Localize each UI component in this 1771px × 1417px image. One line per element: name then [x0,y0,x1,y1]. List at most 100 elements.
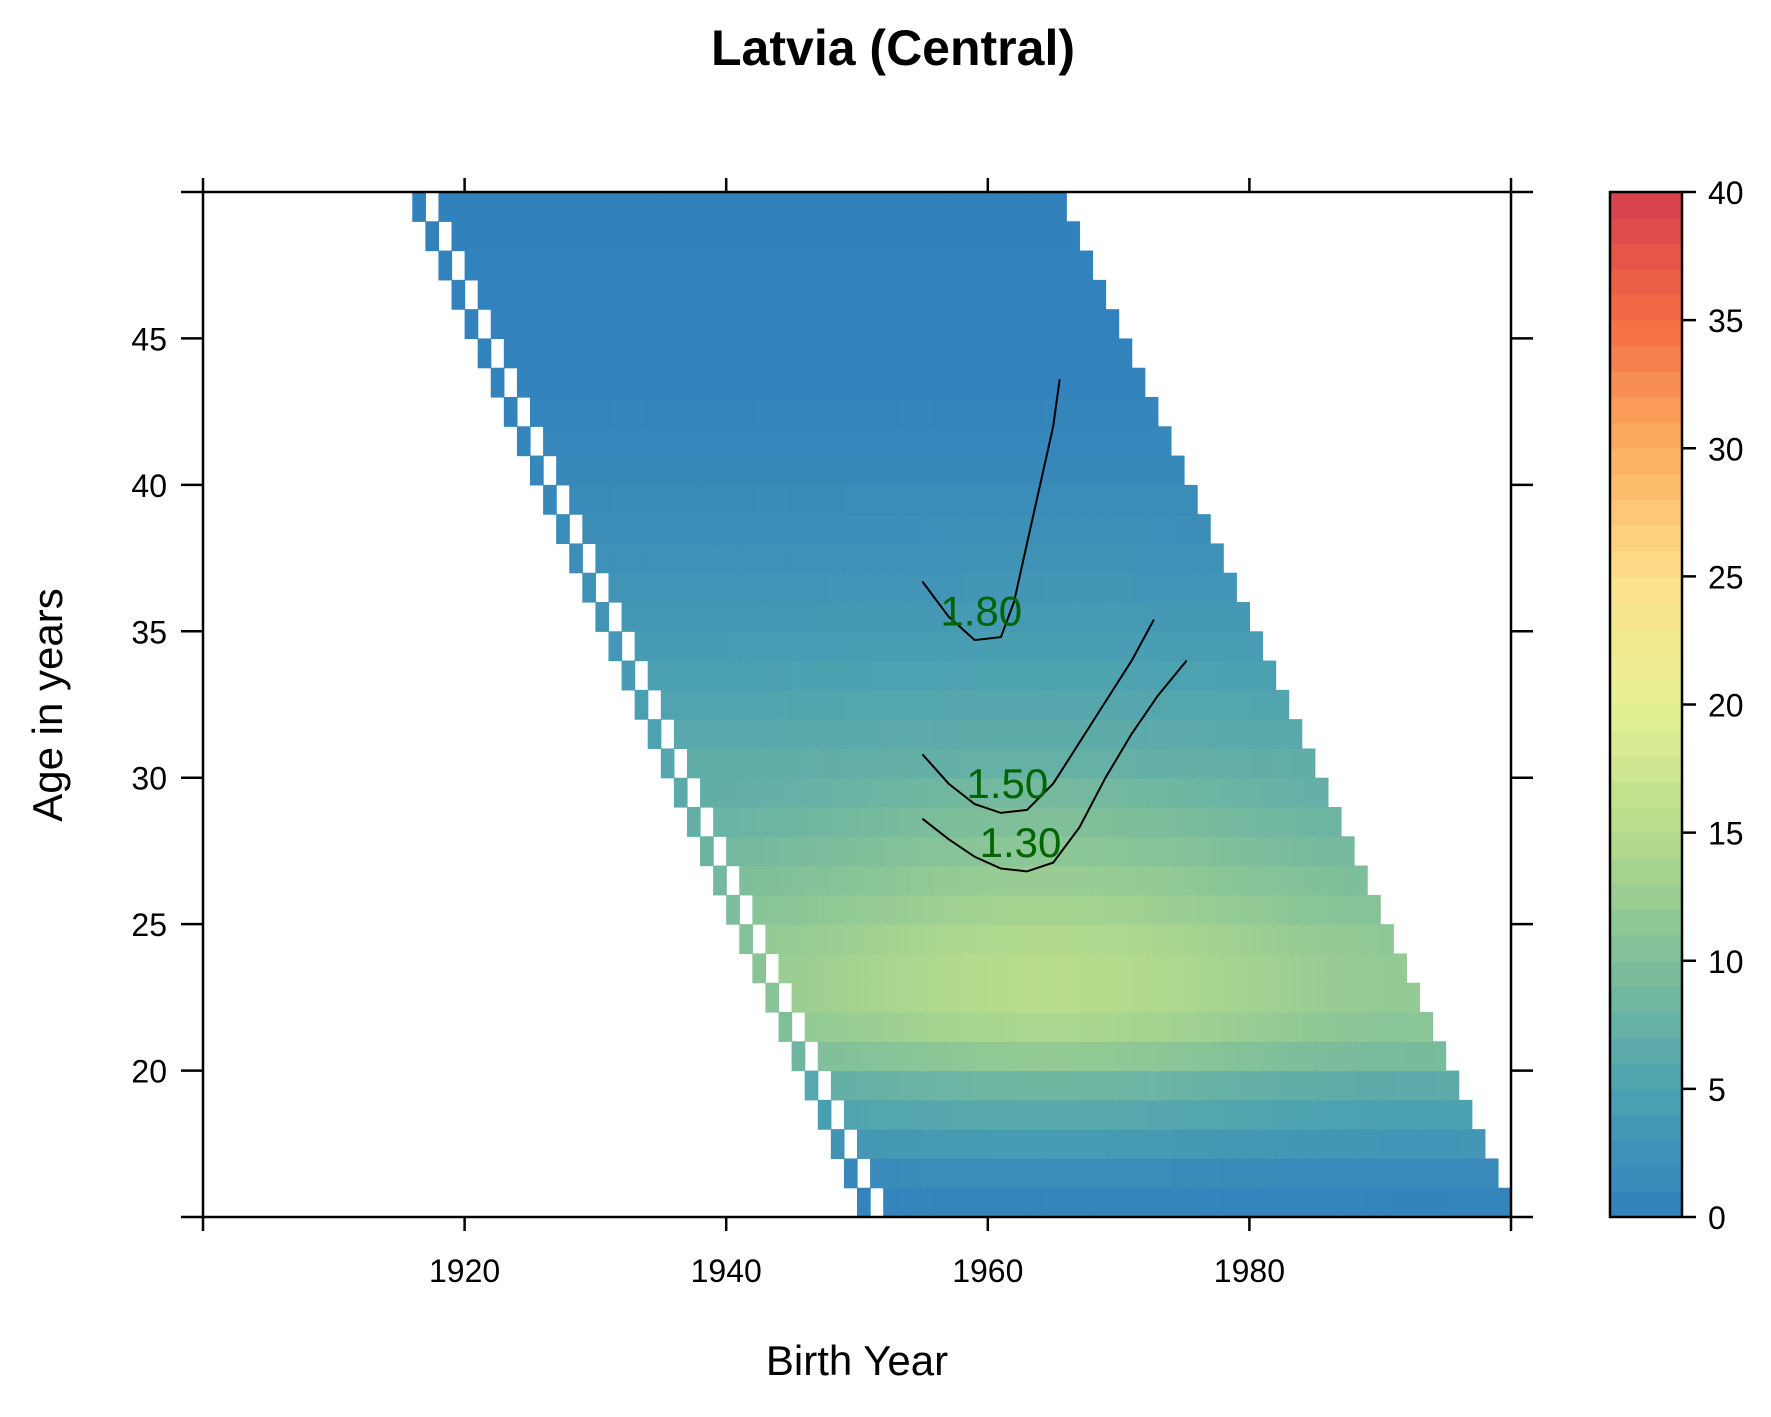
heatmap-cell [713,807,727,837]
heatmap-cell [1040,807,1054,837]
heatmap-cell [1170,982,1185,1013]
heatmap-cell [896,924,910,955]
heatmap-cell [752,367,767,398]
heatmap-cell [1131,982,1146,1013]
heatmap-cell [1340,982,1355,1013]
heatmap-cell [713,514,727,545]
heatmap-cell [1327,1012,1342,1042]
heatmap-cell [673,426,688,457]
heatmap-cell [582,397,596,427]
heatmap-cell [1053,748,1067,779]
heatmap-cell [1393,982,1407,1013]
heatmap-cell [752,338,767,369]
heatmap-cell [765,250,780,281]
heatmap-cell [608,367,623,398]
heatmap-cell [883,397,897,427]
heatmap-cell [1170,1099,1185,1130]
heatmap-cell [974,631,989,662]
heatmap-cell [1027,807,1041,837]
heatmap-cell [739,719,753,750]
heatmap-cell [1105,689,1120,720]
heatmap-cell [1314,1187,1329,1218]
heatmap-cell [1184,484,1198,515]
heatmap-cell [726,807,740,837]
heatmap-cell [1040,953,1054,984]
heatmap-cell [1013,514,1028,545]
heatmap-cell [713,367,727,398]
heatmap-cell [1432,1129,1447,1160]
heatmap-cell [1131,397,1146,427]
heatmap-cell [1118,1041,1133,1072]
heatmap-cell [974,894,989,925]
heatmap-cell [778,924,793,955]
heatmap-cell [713,748,727,779]
heatmap-cell [686,514,701,545]
heatmap-cell [1157,455,1172,486]
heatmap-cell [1275,748,1290,779]
heatmap-cell [765,982,780,1013]
heatmap-cell [1131,455,1146,486]
heatmap-cell [1000,689,1015,720]
heatmap-cell [1184,982,1198,1013]
heatmap-cell [1040,572,1054,603]
heatmap-cell [1118,1099,1133,1130]
heatmap-cell [1013,631,1028,662]
heatmap-cell [739,221,753,252]
heatmap-cell [1013,221,1028,252]
heatmap-cell [1327,1158,1342,1189]
heatmap-cell [922,1041,937,1072]
heatmap-cell [700,836,714,867]
heatmap-cell [530,221,544,252]
heatmap-cell [1301,1070,1316,1101]
heatmap-cell [608,338,623,369]
heatmap-cell [804,777,819,808]
heatmap-cell [1027,1070,1041,1101]
heatmap-cell [922,982,937,1013]
heatmap-cell [543,279,557,310]
heatmap-cell [700,455,714,486]
heatmap-cell [817,514,832,545]
heatmap-cell [909,1099,923,1130]
heatmap-cell [503,221,518,252]
heatmap-cell [1066,807,1080,837]
heatmap-cell [791,953,806,984]
heatmap-cell [726,397,740,427]
heatmap-cell [791,602,806,632]
heatmap-cell [569,543,583,574]
heatmap-cell [1053,279,1067,310]
heatmap-cell [726,572,740,603]
heatmap-cell [634,455,649,486]
heatmap-cell [686,338,701,369]
heatmap-cell [870,572,884,603]
heatmap-cell [1053,338,1067,369]
colorbar-segment [1610,730,1682,757]
heatmap-cell [1105,572,1120,603]
heatmap-cell [490,250,505,281]
heatmap-cell [464,250,479,281]
heatmap-cell [974,514,989,545]
heatmap-cell [608,484,623,515]
heatmap-cell [1275,1012,1290,1042]
heatmap-cell [1223,953,1237,984]
heatmap-cell [817,484,832,515]
heatmap-cell [516,221,531,252]
heatmap-cell [1301,924,1316,955]
heatmap-cell [595,192,610,222]
heatmap-cell [1040,1070,1054,1101]
heatmap-cell [1157,1099,1172,1130]
heatmap-cell [883,865,897,896]
heatmap-cell [1314,777,1329,808]
heatmap-cell [621,279,636,310]
heatmap-cell [739,689,753,720]
heatmap-cell [1236,777,1250,808]
heatmap-cell [752,309,767,340]
heatmap-cell [739,777,753,808]
colorbar-tick-label: 25 [1708,559,1744,595]
heatmap-cell [595,514,610,545]
heatmap-cell [1314,865,1329,896]
heatmap-cell [569,192,583,222]
heatmap-cell [1131,1187,1146,1218]
heatmap-cell [752,250,767,281]
heatmap-cell [817,426,832,457]
heatmap-cell [1445,1187,1460,1218]
